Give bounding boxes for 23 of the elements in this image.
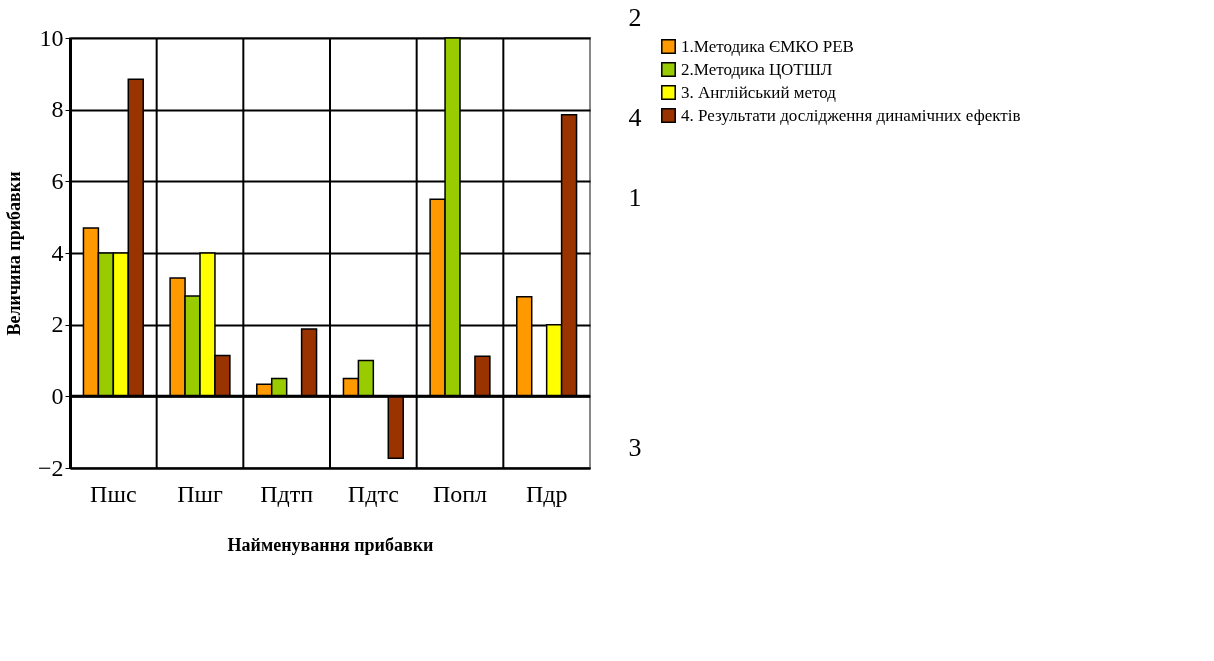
- x-tick-label: Пдтс: [347, 480, 399, 507]
- y-tick-label: −2: [37, 454, 64, 481]
- y-tick-label: 2: [51, 311, 64, 338]
- y-tick-label: 4: [51, 239, 64, 266]
- x-tick-label: Пдр: [525, 480, 568, 507]
- legend-label: 1.Методика ЄМКО РЕВ: [681, 36, 854, 56]
- y-axis-title: Величина прибавки: [3, 171, 24, 336]
- y-tick-label: 10: [39, 24, 64, 51]
- text: 3: [628, 433, 642, 462]
- x-axis-title: Найменування прибавки: [227, 534, 434, 555]
- text: 1: [628, 183, 642, 212]
- x-tick-label: Пшс: [90, 480, 137, 507]
- x-tick-label: Пдтп: [260, 480, 314, 507]
- y-tick-label: 6: [51, 167, 64, 194]
- text: 4: [628, 103, 642, 132]
- legend-label: 4. Результати дослідження динамічних ефектів: [681, 105, 1021, 125]
- x-tick-label: Пшг: [177, 480, 223, 507]
- legend-label: 2.Методика ЦОТШЛ: [681, 59, 833, 79]
- x-tick-label: Попл: [432, 480, 488, 507]
- y-tick-label: 8: [51, 96, 64, 123]
- y-tick-label: 0: [51, 382, 64, 409]
- text: 2: [628, 3, 642, 32]
- legend-label: 3. Англійський метод: [681, 82, 837, 102]
